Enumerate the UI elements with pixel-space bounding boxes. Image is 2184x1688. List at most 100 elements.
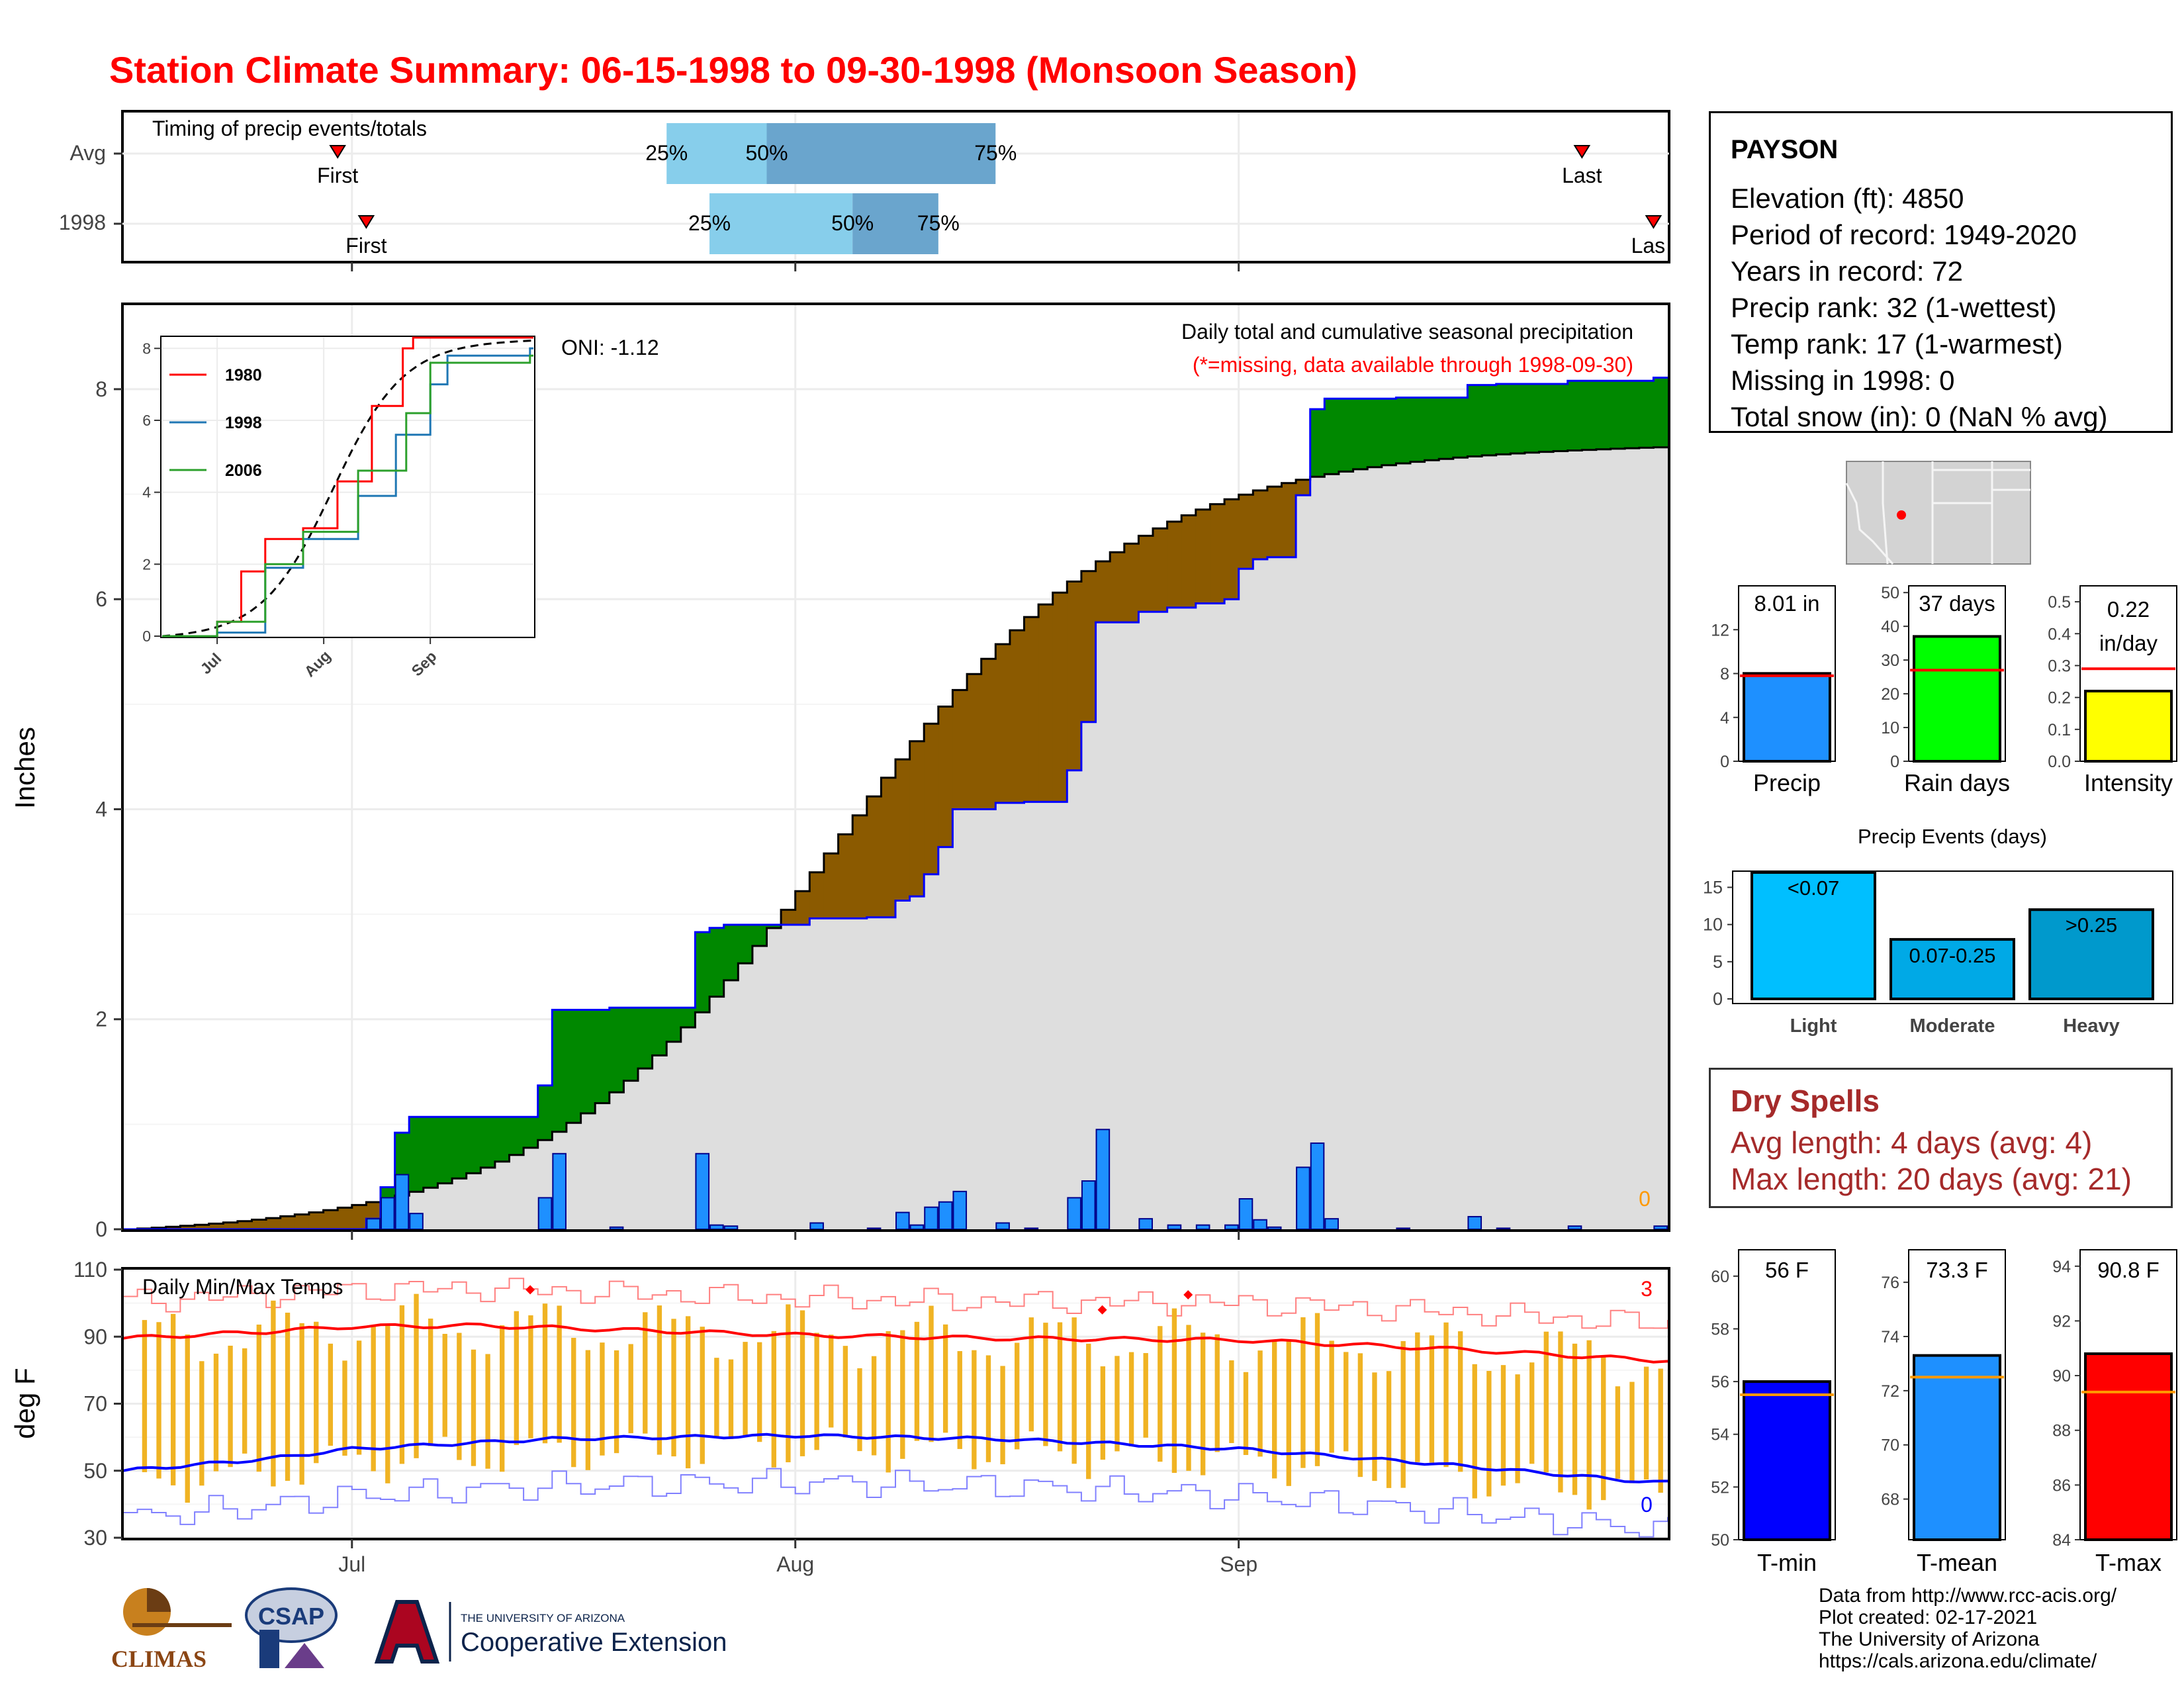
precip-y-tick-label: 0 xyxy=(95,1217,107,1241)
daily-temp-range-bar xyxy=(1286,1339,1291,1486)
daily-temp-range-bar xyxy=(1272,1340,1277,1479)
daily-temp-range-bar xyxy=(142,1320,148,1472)
daily-temp-range-bar xyxy=(942,1324,948,1433)
daily-precip-bar xyxy=(1024,1227,1039,1231)
daily-temp-range-bar xyxy=(842,1346,848,1438)
above-normal-area xyxy=(1610,381,1625,449)
locator-map xyxy=(1845,461,2031,565)
summary-y-tick-label: 76 xyxy=(1881,1274,1899,1292)
logos-row: CLIMAS CSAP THE UNIVERSITY OF ARIZONA Co… xyxy=(111,1587,727,1672)
daily-temp-range-bar xyxy=(557,1305,562,1443)
above-normal-area xyxy=(1653,377,1668,447)
summary-y-tick-label: 92 xyxy=(2052,1312,2071,1331)
intensity-bar-xlabel: Intensity xyxy=(2084,769,2173,796)
avg-min-temp-line xyxy=(122,1432,1668,1483)
observed-cumulative-line xyxy=(123,377,1668,1231)
below-normal-area xyxy=(1253,490,1268,559)
daily-temp-range-bar xyxy=(356,1340,362,1455)
above-normal-area xyxy=(1410,397,1426,462)
ua-big-text: Cooperative Extension xyxy=(461,1628,727,1657)
below-normal-area xyxy=(1024,617,1039,802)
above-normal-area xyxy=(509,1117,524,1155)
temp-plot xyxy=(122,1278,1668,1538)
inset-legend-label: 1980 xyxy=(225,366,262,385)
daily-precip-bar xyxy=(723,1225,739,1231)
oni-label: ONI: -1.12 xyxy=(561,336,659,359)
daily-temp-range-bar xyxy=(1529,1362,1535,1464)
above-normal-area xyxy=(537,1085,553,1141)
summary-y-tick-label: 30 xyxy=(1881,651,1899,670)
daily-temp-range-bar xyxy=(1343,1352,1349,1452)
credit-data-source: Data from http://www.rcc-acis.org/ xyxy=(1819,1585,2117,1607)
summary-y-tick-label: 94 xyxy=(2052,1258,2071,1276)
below-normal-area xyxy=(280,1216,295,1229)
above-normal-area xyxy=(652,1008,667,1056)
daily-temp-range-bar xyxy=(199,1361,205,1486)
below-normal-area xyxy=(208,1223,224,1229)
daily-precip-bar xyxy=(909,1224,925,1230)
daily-temp-range-bar xyxy=(657,1305,662,1455)
summary-y-tick-label: 0.5 xyxy=(2048,593,2071,612)
below-normal-area xyxy=(866,796,882,917)
summary-y-tick-label: 0 xyxy=(1890,753,1899,771)
below-normal-area xyxy=(323,1210,338,1229)
precip-bar-value-label: 8.01 in xyxy=(1754,591,1819,616)
summary-y-tick-label: 70 xyxy=(1881,1436,1899,1455)
summary-bar-Intensity xyxy=(2084,690,2173,763)
above-normal-area xyxy=(1567,381,1582,451)
daily-temp-range-bar xyxy=(900,1330,905,1459)
temp-x-tick-label: Jul xyxy=(338,1552,365,1576)
climas-logo-text: CLIMAS xyxy=(111,1646,206,1672)
events-xlabel-light: Light xyxy=(1790,1015,1837,1037)
temp-y-tick-label: 110 xyxy=(73,1258,107,1282)
timing-pct-label: 50% xyxy=(831,211,874,235)
summary-y-tick-label: 10 xyxy=(1881,719,1899,737)
daily-temp-range-bar xyxy=(714,1358,719,1439)
daily-temp-range-bar xyxy=(957,1351,962,1449)
below-normal-area xyxy=(295,1214,310,1229)
temp-x-tick-label: Sep xyxy=(1220,1552,1257,1576)
daily-temp-range-bar xyxy=(700,1327,705,1464)
below-normal-area xyxy=(909,741,925,897)
daily-temp-range-bar xyxy=(1314,1313,1320,1466)
daily-temp-range-bar xyxy=(571,1338,576,1468)
above-normal-area xyxy=(695,932,710,1013)
first-event-label: First xyxy=(317,164,358,187)
daily-temp-range-bar xyxy=(428,1318,433,1446)
above-normal-area xyxy=(1338,399,1354,472)
daily-temp-range-bar xyxy=(1500,1365,1506,1486)
daily-temp-range-bar xyxy=(399,1305,405,1464)
precip-y-tick-label: 6 xyxy=(95,587,107,611)
above-normal-area xyxy=(766,924,782,928)
inset-y-tick-label: 2 xyxy=(142,555,151,573)
summary-y-tick-label: 0.0 xyxy=(2048,753,2071,771)
first-event-marker xyxy=(357,215,375,229)
daily-temp-range-bar xyxy=(1243,1372,1249,1455)
daily-temp-range-bar xyxy=(914,1321,920,1441)
daily-temp-range-bar xyxy=(799,1310,805,1456)
precip-cumulative-areas xyxy=(123,377,1669,1231)
summary-y-tick-label: 12 xyxy=(1711,621,1729,639)
inset-series-line-1998 xyxy=(162,347,533,637)
below-normal-area xyxy=(266,1218,281,1229)
summary-y-tick-label: 20 xyxy=(1881,685,1899,704)
summary-y-tick-label: 58 xyxy=(1711,1320,1729,1338)
summary-y-tick-label: 54 xyxy=(1711,1426,1729,1444)
precip-events-chart: 0 5 10 15 Precip Events (days) <0.07 0.07-0… xyxy=(1703,825,2173,1037)
temp-y-tick-label: 90 xyxy=(83,1325,107,1348)
summary-y-tick-label: 74 xyxy=(1881,1328,1899,1346)
daily-precip-bar xyxy=(1396,1227,1411,1231)
events-bar-Heavy xyxy=(2028,908,2154,1001)
summary-y-tick-label: 4 xyxy=(1720,709,1729,727)
events-xlabel-moderate: Moderate xyxy=(1910,1015,1995,1037)
temp-x-axis: Jul Aug Sep xyxy=(338,1539,1257,1576)
daily-temp-range-bar xyxy=(1515,1374,1520,1483)
daily-temp-range-bar xyxy=(1229,1360,1234,1443)
events-bar-Moderate xyxy=(1889,938,2015,1001)
daily-temp-range-bar xyxy=(1543,1331,1549,1473)
timing-bar-50-75 xyxy=(852,193,938,254)
info-elevation: Elevation (ft): 4850 xyxy=(1731,183,1964,214)
daily-temp-range-bar xyxy=(156,1322,161,1479)
temp-y-axis-label: deg F xyxy=(9,1368,40,1438)
